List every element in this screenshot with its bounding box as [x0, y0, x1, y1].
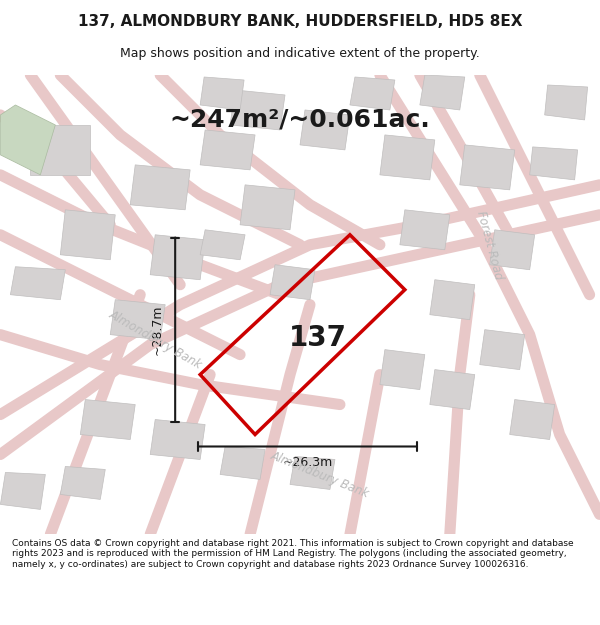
Polygon shape — [200, 130, 255, 170]
Polygon shape — [31, 125, 90, 175]
Polygon shape — [545, 85, 587, 120]
Polygon shape — [380, 135, 435, 180]
Polygon shape — [230, 90, 285, 130]
Text: 137, ALMONDBURY BANK, HUDDERSFIELD, HD5 8EX: 137, ALMONDBURY BANK, HUDDERSFIELD, HD5 … — [78, 14, 522, 29]
Polygon shape — [61, 210, 115, 260]
Text: Map shows position and indicative extent of the property.: Map shows position and indicative extent… — [120, 48, 480, 61]
Polygon shape — [200, 230, 245, 260]
Text: Almondbury Bank: Almondbury Bank — [269, 449, 371, 500]
Polygon shape — [300, 110, 350, 150]
Polygon shape — [1, 105, 55, 175]
Text: ~26.3m: ~26.3m — [283, 456, 332, 469]
Polygon shape — [430, 280, 475, 319]
Polygon shape — [460, 145, 515, 190]
Polygon shape — [350, 77, 395, 110]
Text: Forest Road: Forest Road — [475, 209, 505, 281]
Polygon shape — [400, 210, 450, 250]
Polygon shape — [240, 185, 295, 230]
Polygon shape — [430, 369, 475, 409]
Text: Contains OS data © Crown copyright and database right 2021. This information is : Contains OS data © Crown copyright and d… — [12, 539, 574, 569]
Polygon shape — [380, 349, 425, 389]
Text: Almondbury Bank: Almondbury Bank — [106, 308, 204, 371]
Polygon shape — [270, 265, 315, 300]
Polygon shape — [420, 75, 465, 110]
Polygon shape — [150, 235, 205, 280]
Polygon shape — [220, 446, 265, 479]
Text: ~247m²/~0.061ac.: ~247m²/~0.061ac. — [170, 108, 430, 132]
Polygon shape — [61, 466, 105, 499]
Polygon shape — [200, 77, 244, 110]
Text: ~28.7m: ~28.7m — [151, 304, 164, 355]
Polygon shape — [10, 267, 65, 300]
Text: 137: 137 — [289, 324, 346, 352]
Polygon shape — [80, 399, 135, 439]
Polygon shape — [110, 300, 165, 339]
Polygon shape — [530, 147, 578, 180]
Polygon shape — [1, 472, 46, 509]
Polygon shape — [290, 456, 335, 489]
Polygon shape — [130, 165, 190, 210]
Polygon shape — [150, 419, 205, 459]
Polygon shape — [490, 230, 535, 270]
Polygon shape — [480, 329, 524, 369]
Polygon shape — [510, 399, 554, 439]
